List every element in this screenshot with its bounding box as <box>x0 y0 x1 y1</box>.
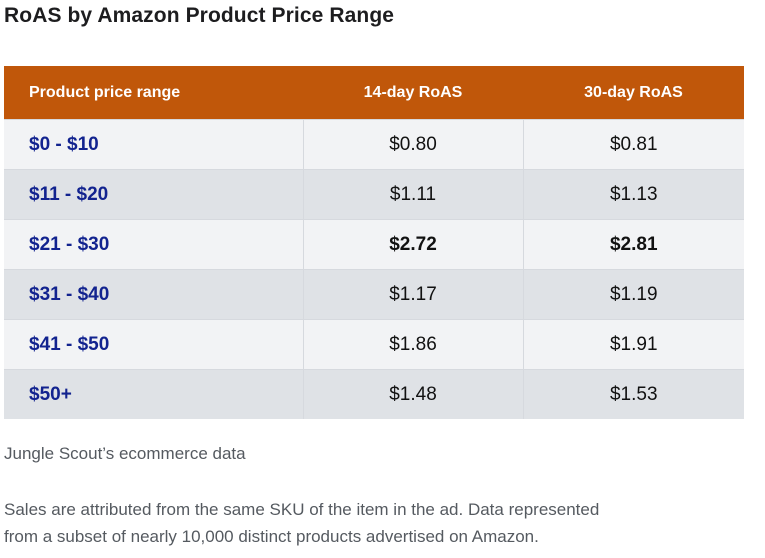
footnote: Sales are attributed from the same SKU o… <box>4 496 764 550</box>
roas-14-cell-highlight: $2.72 <box>302 219 523 270</box>
table-row: $31 - $40 $1.17 $1.19 <box>4 269 744 320</box>
roas-30-cell: $1.53 <box>522 369 744 419</box>
price-range-cell: $0 - $10 <box>4 119 303 170</box>
table-row: $0 - $10 $0.80 $0.81 <box>4 119 744 170</box>
table-row: $11 - $20 $1.11 $1.13 <box>4 169 744 220</box>
footnote-line-2: from a subset of nearly 10,000 distinct … <box>4 527 539 546</box>
table-header-row: Product price range 14-day RoAS 30-day R… <box>4 66 744 120</box>
roas-14-cell: $0.80 <box>302 119 523 170</box>
page-title: RoAS by Amazon Product Price Range <box>4 4 395 27</box>
roas-30-cell: $1.19 <box>522 269 744 320</box>
roas-30-cell-highlight: $2.81 <box>522 219 744 270</box>
roas-14-cell: $1.86 <box>302 319 523 370</box>
header-30-day-roas: 30-day RoAS <box>523 66 744 120</box>
roas-30-cell: $1.91 <box>522 319 744 370</box>
price-range-cell: $50+ <box>4 369 303 419</box>
roas-table: Product price range 14-day RoAS 30-day R… <box>4 66 744 419</box>
table-row: $21 - $30 $2.72 $2.81 <box>4 219 744 270</box>
table-row: $50+ $1.48 $1.53 <box>4 369 744 419</box>
footnote-line-1: Sales are attributed from the same SKU o… <box>4 500 600 519</box>
price-range-cell: $11 - $20 <box>4 169 303 220</box>
price-range-cell: $41 - $50 <box>4 319 303 370</box>
roas-30-cell: $0.81 <box>522 119 744 170</box>
price-range-cell: $31 - $40 <box>4 269 303 320</box>
table-row: $41 - $50 $1.86 $1.91 <box>4 319 744 370</box>
roas-14-cell: $1.11 <box>302 169 523 220</box>
roas-30-cell: $1.13 <box>522 169 744 220</box>
roas-14-cell: $1.17 <box>302 269 523 320</box>
roas-14-cell: $1.48 <box>302 369 523 419</box>
header-price-range: Product price range <box>4 66 303 120</box>
source-caption: Jungle Scout’s ecommerce data <box>4 444 246 463</box>
price-range-cell: $21 - $30 <box>4 219 303 270</box>
header-14-day-roas: 14-day RoAS <box>303 66 523 120</box>
